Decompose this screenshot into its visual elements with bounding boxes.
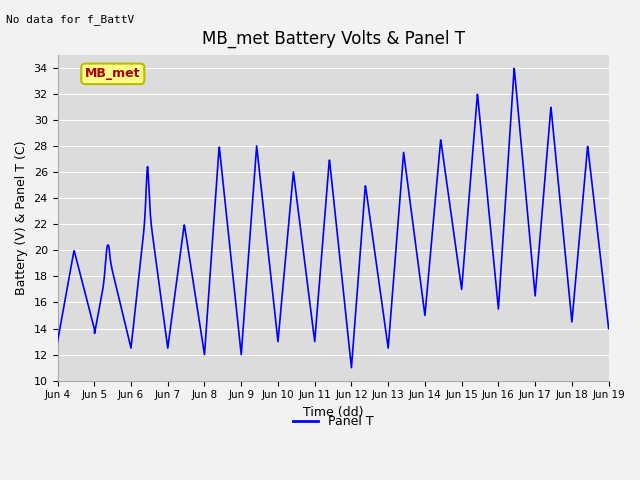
Y-axis label: Battery (V) & Panel T (C): Battery (V) & Panel T (C) bbox=[15, 140, 28, 295]
Text: No data for f_BattV: No data for f_BattV bbox=[6, 14, 134, 25]
X-axis label: Time (dd): Time (dd) bbox=[303, 406, 364, 419]
Text: MB_met: MB_met bbox=[85, 67, 141, 80]
Legend: Panel T: Panel T bbox=[288, 410, 378, 433]
Title: MB_met Battery Volts & Panel T: MB_met Battery Volts & Panel T bbox=[202, 29, 465, 48]
